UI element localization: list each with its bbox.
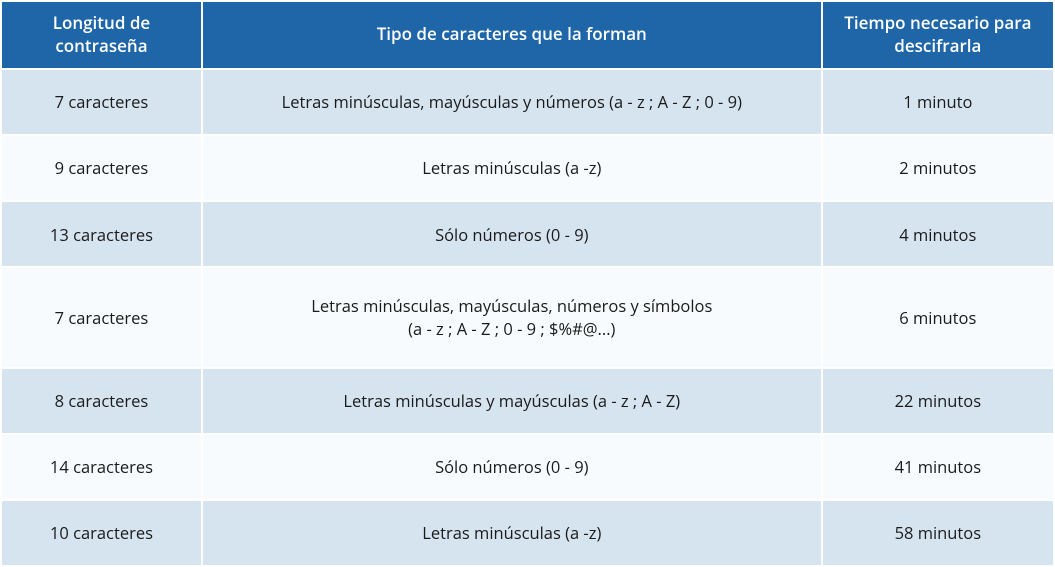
cell-type: Sólo números (0 - 9) <box>203 202 821 266</box>
table-row: 8 caracteresLetras minúsculas y mayúscul… <box>2 369 1053 433</box>
cell-type: Letras minúsculas, mayúsculas, números y… <box>203 268 821 366</box>
table-row: 10 caracteresLetras minúsculas (a -z)58 … <box>2 501 1053 565</box>
column-header-length: Longitud decontraseña <box>2 2 201 68</box>
cell-length: 13 caracteres <box>2 202 201 266</box>
cell-length: 10 caracteres <box>2 501 201 565</box>
table-header: Longitud decontraseña Tipo de caracteres… <box>2 2 1053 68</box>
cell-length: 7 caracteres <box>2 268 201 366</box>
cell-time: 1 minuto <box>823 70 1053 134</box>
cell-type: Letras minúsculas, mayúsculas y números … <box>203 70 821 134</box>
table-row: 13 caracteresSólo números (0 - 9)4 minut… <box>2 202 1053 266</box>
table-row: 9 caracteresLetras minúsculas (a -z)2 mi… <box>2 136 1053 200</box>
table-body: 7 caracteresLetras minúsculas, mayúscula… <box>2 70 1053 565</box>
table-row: 7 caracteresLetras minúsculas, mayúscula… <box>2 268 1053 366</box>
cell-length: 8 caracteres <box>2 369 201 433</box>
table-row: 14 caracteresSólo números (0 - 9)41 minu… <box>2 435 1053 499</box>
password-crack-time-table: Longitud decontraseña Tipo de caracteres… <box>0 0 1055 567</box>
cell-type: Letras minúsculas (a -z) <box>203 501 821 565</box>
cell-time: 58 minutos <box>823 501 1053 565</box>
cell-time: 6 minutos <box>823 268 1053 366</box>
cell-time: 4 minutos <box>823 202 1053 266</box>
column-header-type: Tipo de caracteres que la forman <box>203 2 821 68</box>
cell-length: 14 caracteres <box>2 435 201 499</box>
cell-type: Letras minúsculas y mayúsculas (a - z ; … <box>203 369 821 433</box>
cell-time: 41 minutos <box>823 435 1053 499</box>
table-row: 7 caracteresLetras minúsculas, mayúscula… <box>2 70 1053 134</box>
cell-length: 7 caracteres <box>2 70 201 134</box>
cell-time: 2 minutos <box>823 136 1053 200</box>
cell-length: 9 caracteres <box>2 136 201 200</box>
cell-type: Letras minúsculas (a -z) <box>203 136 821 200</box>
cell-type: Sólo números (0 - 9) <box>203 435 821 499</box>
cell-time: 22 minutos <box>823 369 1053 433</box>
column-header-time: Tiempo necesario para descifrarla <box>823 2 1053 68</box>
